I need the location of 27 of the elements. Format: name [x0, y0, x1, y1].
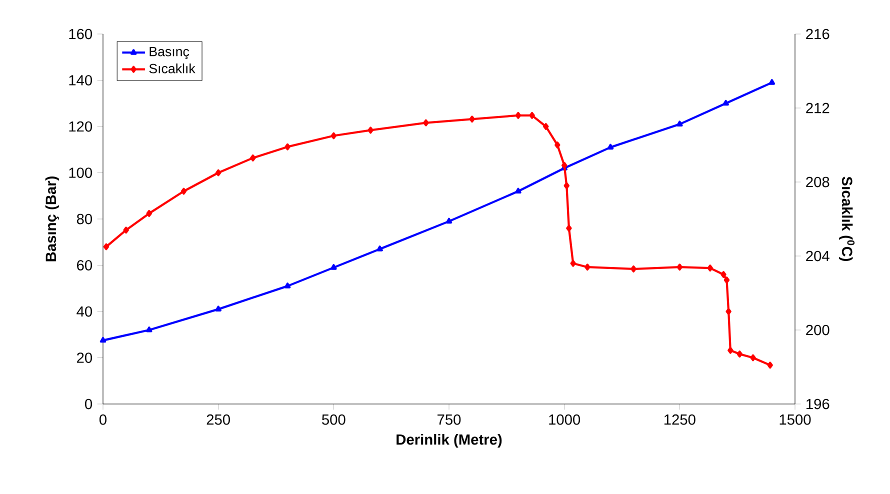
y2-tick-label: 212 [806, 102, 830, 114]
x-axis-title: Derinlik (Metre) [396, 434, 502, 448]
y-axis-title: Basınç (Bar) [45, 176, 59, 262]
y2-tick-label: 208 [806, 176, 830, 188]
x-tick-label: 250 [206, 414, 230, 425]
y-tick-label: 60 [77, 260, 92, 270]
x-tick-label: 1500 [780, 414, 811, 425]
x-tick-label: 1250 [664, 414, 696, 425]
y-tick-label: 80 [76, 214, 92, 224]
y2-tick-label: 216 [806, 28, 830, 40]
y2-tick-label: 200 [806, 324, 830, 336]
x-tick-label: 0 [99, 414, 106, 425]
y-tick-label: 40 [76, 306, 92, 317]
y-tick-label: 120 [69, 121, 92, 132]
y-tick-label: 0 [85, 398, 92, 410]
y-tick-label: 160 [69, 28, 92, 40]
y-tick-label: 20 [77, 352, 92, 363]
y2-axis-title: Sıcaklık ($^{0}$C) [839, 176, 855, 261]
x-tick-label: 500 [322, 414, 346, 425]
y2-tick-label: 196 [806, 398, 830, 410]
y-tick-label: 140 [69, 75, 92, 86]
legend-label: Basınç [150, 46, 190, 59]
x-tick-label: 750 [438, 414, 461, 425]
x-tick-label: 1000 [549, 414, 580, 425]
legend-label: Sıcaklık [149, 64, 196, 74]
y2-tick-label: 204 [806, 250, 830, 262]
y-tick-label: 100 [69, 168, 92, 178]
